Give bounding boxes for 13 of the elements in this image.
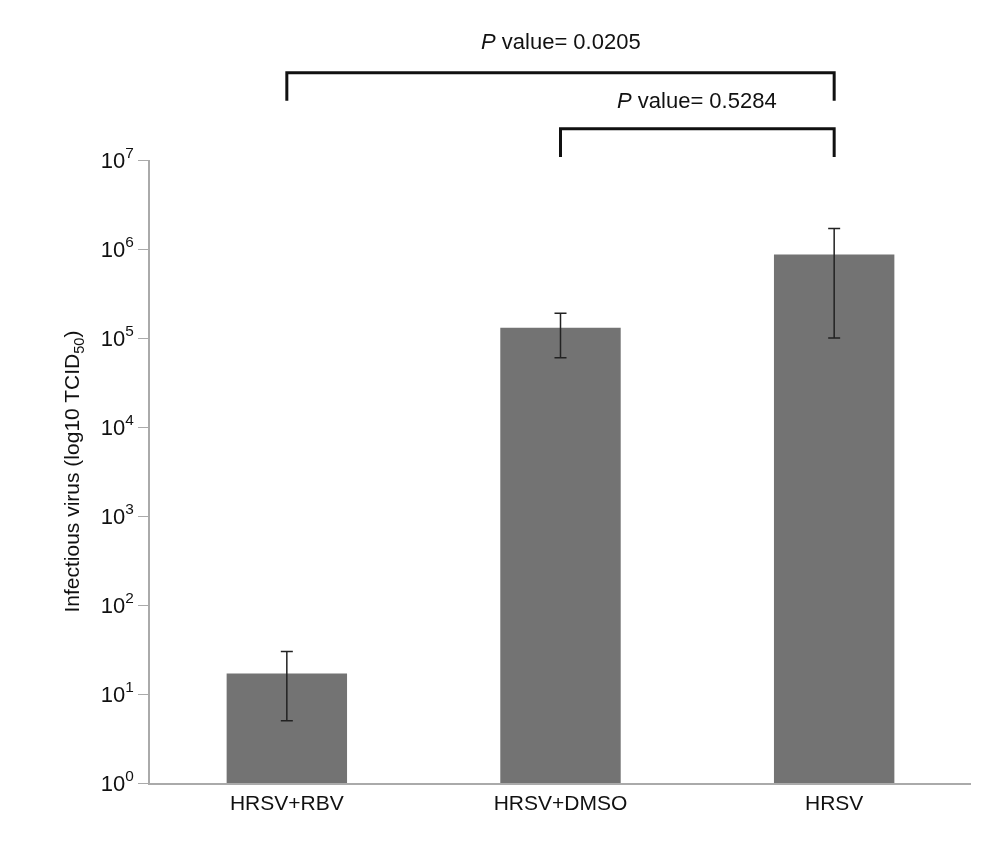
text: P value= 0.5284 (617, 88, 777, 113)
y-tick-label: 10$^{3}$ (100, 500, 134, 529)
y-tick-label: 10$^{0}$ (100, 767, 134, 796)
x-tick-label: HRSV (804, 790, 864, 814)
text: P value= 0.0205 (481, 29, 641, 54)
y-tick-label: 10$^{7}$ (100, 144, 134, 173)
x-tick-label: HRSV+DMSO (493, 790, 628, 814)
y-tick-label: 10$^{6}$ (100, 233, 134, 262)
y-tick-label: 10$^{2}$ (100, 589, 134, 618)
y-tick-label: 10$^{4}$ (100, 411, 135, 440)
x-tick-label: HRSV+RBV (229, 790, 344, 814)
y-tick-label: 10$^{5}$ (100, 322, 134, 351)
y-tick-label: 10$^{1}$ (100, 678, 134, 707)
